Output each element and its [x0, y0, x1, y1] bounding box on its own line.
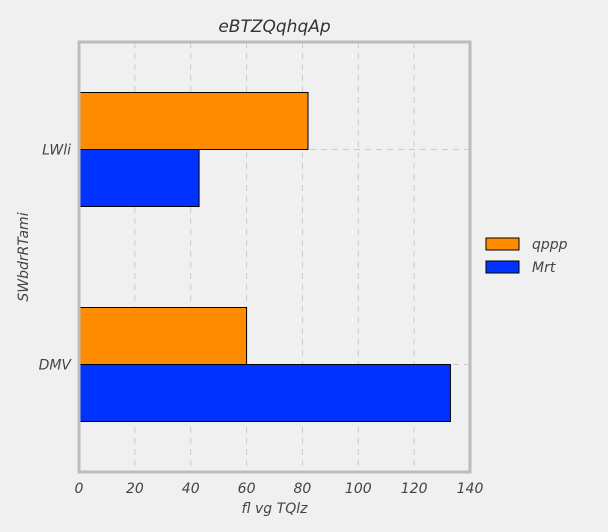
legend-swatch	[485, 260, 520, 274]
legend-label: Mrt	[532, 260, 556, 276]
y-tick-label: LWli	[42, 143, 71, 159]
x-tick-label: 60	[238, 481, 256, 497]
legend: qppp Mrt	[485, 237, 568, 276]
x-tick-label: 100	[345, 481, 372, 497]
x-tick-label: 0	[75, 481, 84, 497]
y-axis-label: SWbdrRTami	[16, 212, 32, 301]
y-tick-label: DMV	[39, 358, 73, 374]
x-tick-label: 140	[457, 481, 484, 497]
x-tick-label: 80	[294, 481, 312, 497]
bar	[78, 364, 451, 422]
x-axis-label: fl vg TQlz	[242, 501, 309, 517]
x-tick-label: 120	[401, 481, 428, 497]
legend-swatch	[485, 237, 520, 251]
legend-label: qppp	[532, 237, 568, 253]
x-tick-label: 20	[126, 481, 144, 497]
bar	[78, 149, 200, 207]
bar	[78, 307, 248, 365]
bars	[78, 92, 451, 422]
x-tick-label: 40	[182, 481, 200, 497]
bar	[78, 92, 309, 150]
plot-frame	[77, 40, 472, 474]
chart-title: eBTZQqhqAp	[218, 17, 331, 37]
ticks: 0 20 40 60 80 100 120 140 LWli DMV	[39, 143, 484, 498]
